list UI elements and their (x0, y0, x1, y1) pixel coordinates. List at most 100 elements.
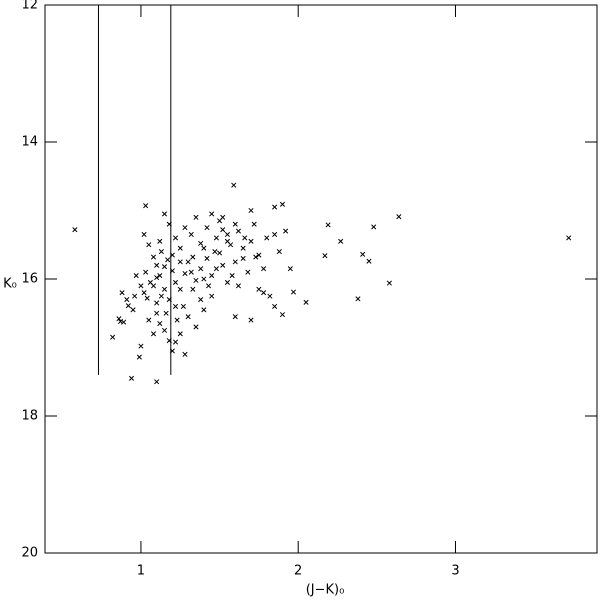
point (190, 254, 196, 260)
point (235, 283, 241, 289)
y-tick-label: 20 (21, 546, 38, 561)
point (272, 231, 278, 238)
point (117, 318, 124, 325)
point (154, 275, 160, 281)
point (566, 235, 572, 241)
point (303, 299, 309, 305)
point (130, 307, 136, 313)
point (283, 228, 289, 234)
point (157, 238, 163, 244)
point (232, 314, 238, 320)
point (240, 245, 246, 251)
y-tick-label: 16 (21, 272, 38, 287)
point (138, 283, 144, 289)
point (198, 296, 204, 303)
point (242, 235, 248, 241)
point (188, 231, 194, 238)
point (190, 286, 196, 292)
point (172, 279, 179, 285)
point (261, 266, 267, 272)
point (72, 227, 78, 233)
point (163, 310, 169, 316)
point (141, 231, 147, 238)
point (261, 290, 267, 296)
point (133, 273, 139, 279)
point (279, 201, 286, 207)
point (193, 277, 199, 283)
point (201, 307, 207, 313)
point (231, 182, 237, 188)
point (154, 379, 160, 385)
point (322, 253, 328, 259)
point (174, 317, 180, 323)
point (290, 289, 297, 295)
point (206, 283, 212, 289)
point (204, 255, 210, 262)
point (143, 269, 149, 275)
point (240, 255, 246, 262)
point (396, 214, 402, 220)
point (185, 259, 191, 265)
point (124, 296, 130, 303)
point (224, 279, 230, 285)
point (355, 296, 361, 302)
point (276, 249, 282, 255)
point (157, 273, 163, 279)
point (256, 286, 262, 292)
point (143, 203, 149, 209)
point (182, 225, 188, 231)
point (224, 231, 230, 238)
point (161, 264, 168, 270)
y-tick-label: 18 (21, 409, 38, 424)
point (366, 258, 372, 264)
point (325, 222, 331, 228)
y-tick-label: 14 (21, 135, 38, 150)
point (166, 296, 172, 303)
point (188, 269, 194, 275)
point (209, 293, 215, 299)
x-tick-label: 2 (294, 564, 302, 579)
point (165, 257, 171, 263)
point (169, 348, 175, 354)
point (220, 227, 226, 233)
point (157, 320, 163, 327)
point (217, 250, 223, 256)
point (180, 303, 186, 309)
point (220, 214, 226, 220)
point (182, 270, 188, 277)
point (172, 339, 179, 345)
point (125, 303, 131, 309)
point (147, 279, 153, 285)
point (146, 242, 152, 248)
x-tick-label: 3 (451, 564, 459, 579)
point (110, 334, 116, 340)
point (150, 331, 157, 337)
point (264, 235, 270, 241)
point (386, 280, 392, 286)
point (158, 249, 164, 255)
point (172, 235, 179, 241)
point (169, 252, 175, 258)
point (220, 262, 226, 268)
point (116, 316, 122, 322)
point (201, 245, 207, 251)
point (232, 221, 238, 227)
point (201, 276, 207, 282)
point (161, 286, 168, 292)
point (338, 238, 344, 244)
point (248, 317, 254, 323)
y-tick-label: 12 (21, 0, 38, 13)
point (177, 286, 183, 292)
point (146, 317, 152, 323)
point (136, 354, 142, 360)
point (169, 268, 175, 274)
point (182, 351, 188, 357)
point (272, 204, 278, 210)
point (248, 207, 254, 214)
point (166, 221, 172, 227)
point (267, 293, 273, 299)
point (212, 249, 218, 255)
point (193, 324, 199, 330)
point (172, 303, 179, 309)
